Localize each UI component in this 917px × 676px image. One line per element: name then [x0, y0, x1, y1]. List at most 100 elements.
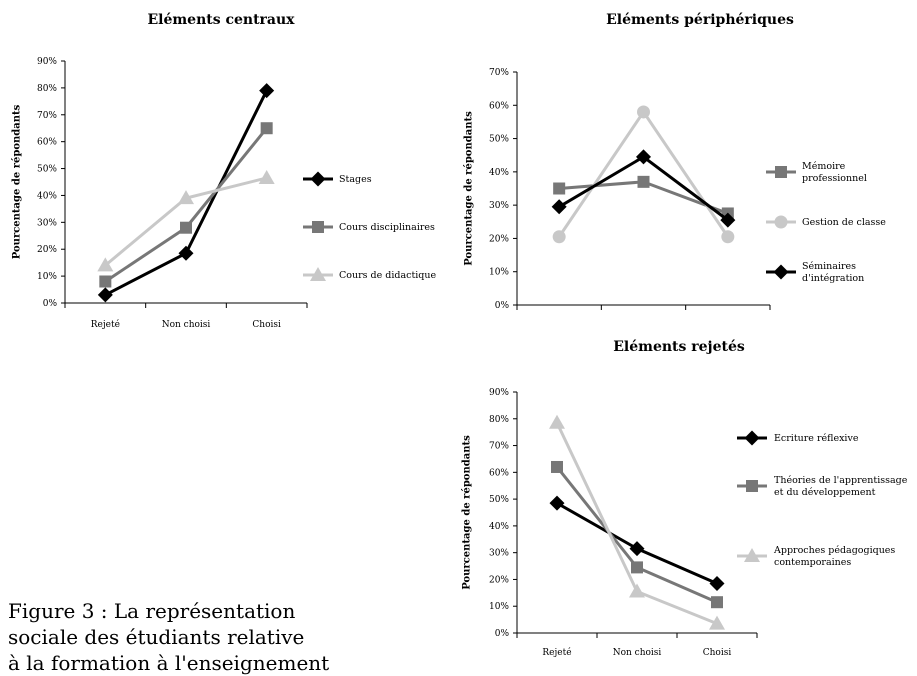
legend-label: Mémoire professionnel [802, 161, 867, 184]
y-axis-label: Pourcentage de répondants [12, 104, 23, 259]
legend-label-line: et du développement [774, 487, 876, 498]
legend-marker [746, 480, 758, 492]
y-tick-label: 50% [489, 135, 509, 145]
legend-label-line: Gestion de classe [802, 217, 886, 228]
data-point [629, 583, 645, 598]
legend-marker [774, 215, 788, 229]
y-tick-label: 70% [489, 68, 509, 78]
data-point [258, 169, 275, 184]
legend-label-line: contemporaines [774, 557, 851, 568]
legend-marker [310, 171, 326, 187]
series-line [555, 466, 718, 604]
legend-label: Séminaires d'intégration [802, 261, 864, 284]
data-point [721, 230, 735, 244]
y-tick-label: 30% [489, 549, 509, 559]
data-point [180, 221, 192, 234]
x-tick-label: Non choisi [162, 320, 211, 330]
data-point [709, 615, 725, 630]
legend-marker [744, 430, 760, 446]
y-tick-label: 10% [489, 602, 509, 612]
y-tick-label: 80% [489, 415, 509, 425]
legend-label-line: Ecriture réflexive [774, 433, 859, 444]
legend-marker [312, 221, 324, 233]
legend-label-line: Théories de l'apprentissage [774, 475, 908, 486]
y-tick-label: 80% [37, 84, 57, 94]
y-tick-label: 90% [489, 388, 509, 398]
legend-label-line: Mémoire [802, 161, 846, 172]
y-tick-label: 20% [37, 245, 57, 255]
legend-label-line: d'intégration [802, 273, 864, 284]
data-point [631, 561, 643, 574]
legend-label-line: Séminaires [802, 261, 856, 272]
legend-marker [310, 267, 326, 281]
data-point [551, 460, 563, 473]
series-line [557, 109, 730, 238]
figure-canvas: Eléments centraux Pourcentage de répondan… [12, 12, 908, 658]
y-tick-label: 0% [495, 301, 510, 311]
legend-marker [744, 548, 760, 562]
y-axis-label: Pourcentage de répondants [462, 435, 473, 590]
data-point [260, 122, 273, 135]
legend-label-line: Stages [339, 174, 372, 185]
series-line [558, 155, 729, 222]
legend-label-line: Approches pédagogiques [773, 545, 895, 556]
y-tick-label: 20% [489, 234, 509, 244]
y-tick-label: 40% [489, 522, 509, 532]
data-point [99, 275, 112, 288]
data-point [551, 199, 567, 215]
data-point [711, 596, 723, 609]
y-tick-label: 10% [489, 268, 509, 278]
y-tick-label: 60% [37, 138, 57, 148]
data-point [629, 541, 645, 557]
legend-label: Cours de didactique [339, 270, 437, 281]
data-point [97, 287, 113, 303]
x-tick-label: Choisi [252, 320, 281, 330]
data-point [709, 575, 725, 591]
y-tick-label: 0% [495, 629, 510, 639]
legend-marker [773, 264, 789, 280]
y-tick-label: 90% [37, 57, 57, 67]
data-point [637, 105, 650, 119]
y-tick-label: 50% [489, 495, 509, 505]
legend-label: Théories de l'apprentissage et du dévelop… [774, 475, 908, 498]
y-tick-label: 30% [489, 201, 509, 211]
y-tick-label: 30% [37, 218, 57, 228]
chart-title: Eléments centraux [147, 12, 295, 28]
y-axis-label: Pourcentage de répondants [464, 111, 475, 266]
data-point [549, 495, 565, 511]
legend-label: Stages [339, 174, 372, 185]
data-point [553, 182, 566, 195]
legend-label-line: professionnel [802, 173, 867, 184]
y-tick-label: 0% [43, 299, 58, 309]
x-tick-label: Non choisi [613, 648, 662, 658]
data-point [636, 149, 651, 165]
y-tick-label: 60% [489, 101, 509, 111]
x-tick-label: Choisi [703, 648, 732, 658]
y-tick-label: 40% [37, 191, 57, 201]
legend-label-line: Cours disciplinaires [339, 222, 435, 233]
legend-label-line: Cours de didactique [339, 270, 437, 281]
y-tick-label: 10% [37, 272, 57, 282]
y-tick-label: 60% [489, 468, 509, 478]
legend-label: Gestion de classe [802, 217, 886, 228]
x-tick-label: Rejeté [91, 319, 120, 330]
y-tick-label: 70% [37, 111, 57, 121]
legend-label: Ecriture réflexive [774, 433, 859, 444]
data-point [178, 245, 194, 261]
legend-label: Cours disciplinaires [339, 222, 435, 233]
x-tick-label: Rejeté [542, 647, 571, 658]
chart-title: Eléments rejetés [613, 339, 745, 355]
data-point [552, 230, 566, 244]
data-point [637, 175, 650, 188]
y-tick-label: 20% [489, 575, 509, 585]
legend-marker [775, 166, 787, 178]
y-tick-label: 70% [489, 442, 509, 452]
data-point [178, 190, 194, 205]
data-point [720, 212, 736, 228]
chart-title: Eléments périphériques [606, 12, 794, 28]
y-tick-label: 50% [37, 165, 57, 175]
data-point [549, 414, 565, 429]
data-point [97, 257, 114, 272]
data-point [259, 83, 275, 99]
legend-label: Approches pédagogiques contemporaines [773, 545, 895, 568]
